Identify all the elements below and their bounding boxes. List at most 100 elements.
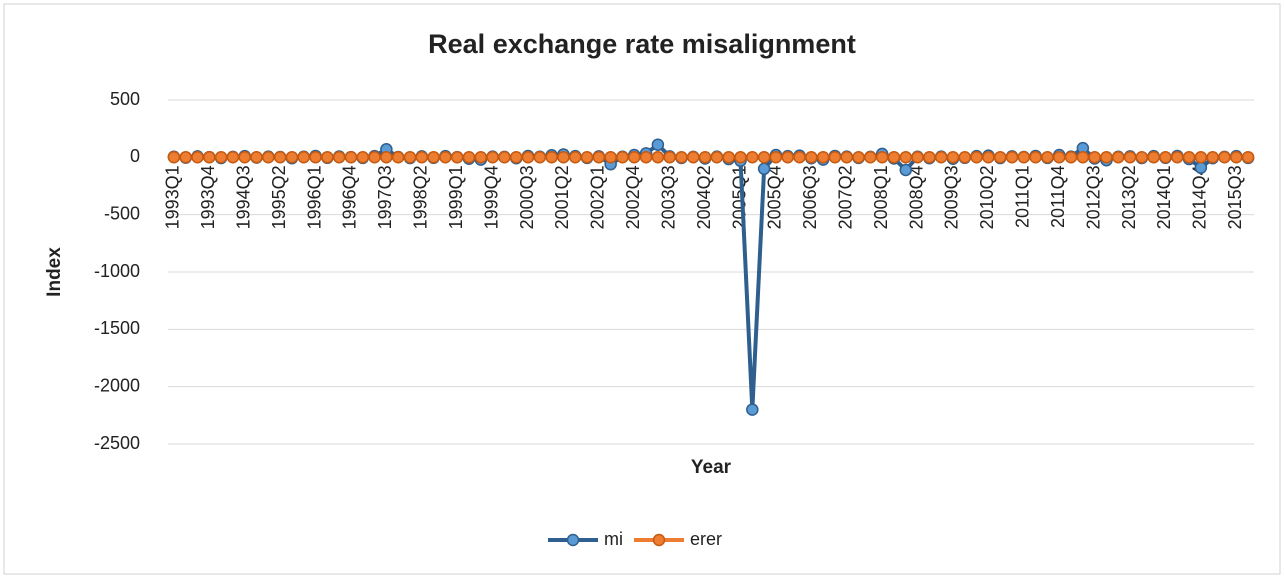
data-point bbox=[297, 150, 310, 164]
y-tick-label: 0 bbox=[130, 146, 140, 166]
x-tick-label: 2006Q3 bbox=[800, 165, 820, 229]
data-point bbox=[970, 150, 983, 164]
x-tick-label: 2001Q2 bbox=[552, 165, 572, 229]
data-point bbox=[734, 150, 747, 164]
data-point bbox=[993, 150, 1007, 164]
data-point bbox=[1100, 150, 1113, 164]
data-point bbox=[486, 150, 499, 164]
data-point bbox=[214, 150, 228, 164]
data-point bbox=[462, 150, 476, 164]
x-axis-title: Year bbox=[691, 457, 732, 478]
data-point bbox=[592, 150, 606, 164]
data-point bbox=[710, 150, 724, 164]
data-point bbox=[167, 150, 181, 164]
y-tick-label: -2500 bbox=[94, 433, 140, 453]
data-point bbox=[1147, 150, 1160, 164]
x-tick-label: 1999Q1 bbox=[446, 165, 466, 229]
data-point bbox=[923, 150, 936, 164]
x-tick-label: 1996Q4 bbox=[340, 165, 360, 229]
y-tick-label: 500 bbox=[110, 89, 140, 109]
data-point bbox=[887, 150, 901, 164]
x-tick-label: 2000Q3 bbox=[517, 165, 537, 229]
x-tick-label: 1996Q1 bbox=[304, 165, 324, 229]
data-point bbox=[1230, 150, 1243, 164]
data-point bbox=[285, 150, 299, 164]
data-point bbox=[875, 150, 889, 164]
data-point bbox=[569, 150, 582, 164]
legend-label: mi bbox=[604, 529, 623, 549]
data-point bbox=[899, 163, 913, 177]
data-point bbox=[1159, 150, 1172, 164]
x-tick-label: 1994Q3 bbox=[233, 165, 253, 229]
data-point bbox=[450, 150, 464, 164]
data-point bbox=[474, 150, 488, 164]
data-point bbox=[958, 150, 972, 164]
data-point bbox=[391, 150, 405, 164]
data-point bbox=[639, 150, 653, 164]
data-point bbox=[332, 150, 346, 164]
legend-label: erer bbox=[690, 529, 722, 549]
data-point bbox=[816, 150, 830, 164]
data-point bbox=[1182, 150, 1196, 164]
data-point bbox=[1052, 150, 1066, 164]
x-tick-label: 2014Q1 bbox=[1154, 165, 1174, 229]
data-point bbox=[934, 150, 948, 164]
x-tick-label: 1999Q4 bbox=[481, 165, 501, 229]
data-point bbox=[604, 150, 617, 164]
y-tick-label: -1500 bbox=[94, 318, 140, 338]
x-tick-label: 2011Q1 bbox=[1013, 165, 1033, 228]
x-tick-label: 2002Q1 bbox=[588, 165, 608, 229]
x-tick-label: 2005Q4 bbox=[765, 165, 785, 229]
data-point bbox=[203, 150, 216, 164]
data-point bbox=[1064, 150, 1078, 164]
data-point bbox=[840, 150, 853, 164]
data-point bbox=[580, 150, 594, 164]
x-tick-label: 1993Q1 bbox=[163, 165, 183, 229]
x-tick-label: 2008Q4 bbox=[906, 165, 926, 229]
data-point bbox=[557, 150, 570, 164]
x-tick-label: 2008Q1 bbox=[871, 165, 891, 229]
data-point bbox=[415, 150, 429, 164]
data-point bbox=[1194, 161, 1208, 174]
data-point bbox=[1088, 150, 1101, 164]
data-point bbox=[321, 150, 334, 164]
x-tick-label: 2014Q4 bbox=[1190, 165, 1210, 229]
chart-frame bbox=[3, 3, 1281, 575]
data-point bbox=[1041, 150, 1054, 164]
data-point bbox=[616, 150, 629, 164]
x-tick-label: 1998Q2 bbox=[411, 165, 431, 229]
data-point bbox=[226, 150, 240, 164]
data-point bbox=[946, 150, 960, 164]
data-point bbox=[1005, 150, 1019, 164]
x-tick-label: 2007Q2 bbox=[836, 165, 856, 229]
x-tick-label: 2002Q4 bbox=[623, 165, 643, 229]
data-point bbox=[828, 150, 842, 164]
data-point bbox=[238, 150, 251, 164]
x-tick-label: 2010Q2 bbox=[977, 165, 997, 229]
data-point bbox=[1241, 150, 1255, 164]
data-point bbox=[1171, 150, 1184, 164]
y-tick-label: -500 bbox=[104, 203, 140, 223]
data-point bbox=[191, 150, 204, 164]
data-point bbox=[1194, 150, 1208, 164]
x-tick-label: 2003Q3 bbox=[658, 165, 678, 229]
data-point bbox=[746, 403, 759, 416]
x-tick-label: 1993Q4 bbox=[198, 165, 218, 229]
data-point bbox=[1112, 150, 1125, 164]
data-point bbox=[651, 138, 665, 151]
legend-marker bbox=[652, 533, 666, 547]
data-point bbox=[1076, 150, 1090, 164]
data-point bbox=[509, 150, 523, 164]
data-point bbox=[1017, 150, 1031, 164]
data-point bbox=[521, 150, 535, 164]
data-point bbox=[911, 150, 924, 164]
data-point bbox=[675, 150, 688, 164]
chart-title: Real exchange rate misalignment bbox=[428, 29, 856, 59]
data-point bbox=[769, 150, 783, 164]
x-tick-label: 1995Q2 bbox=[269, 165, 289, 229]
data-point bbox=[805, 150, 818, 164]
data-point bbox=[533, 150, 547, 164]
x-tick-label: 2015Q3 bbox=[1225, 165, 1245, 229]
x-tick-label: 2012Q3 bbox=[1083, 165, 1103, 229]
